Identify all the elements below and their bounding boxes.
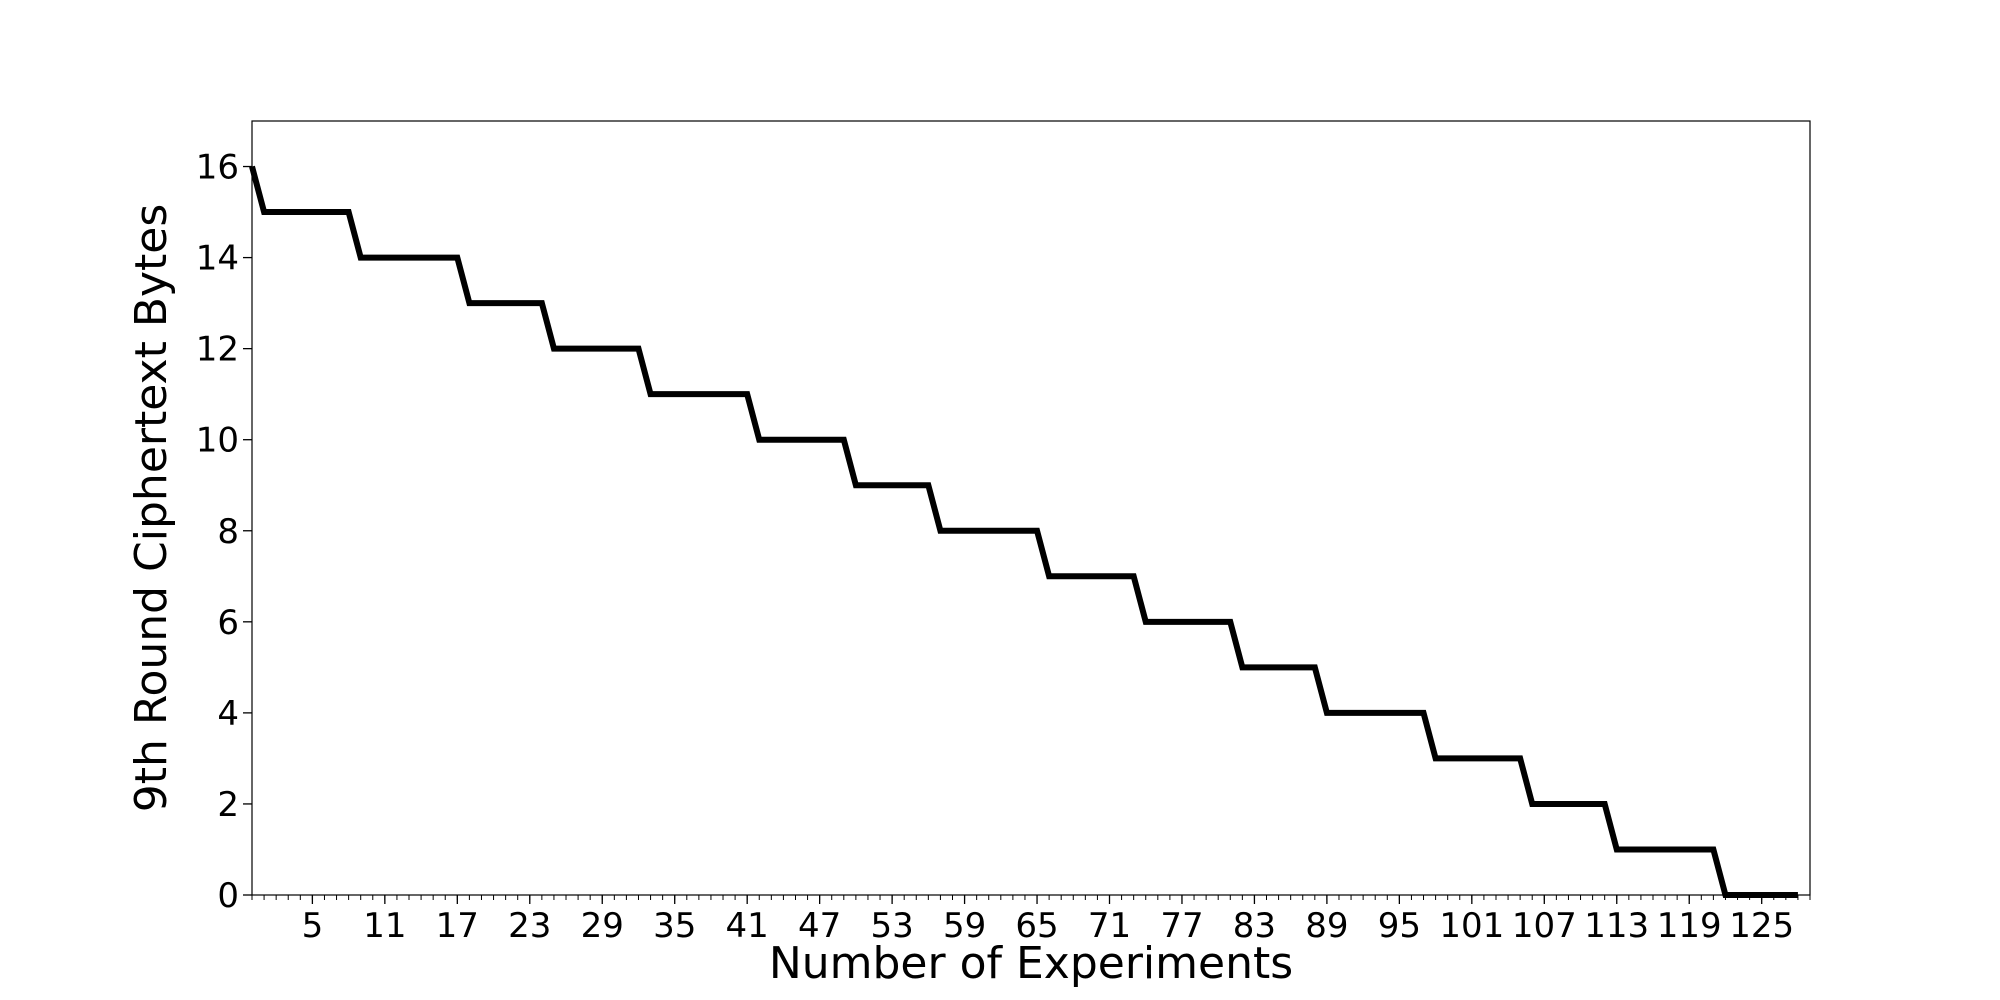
- y-tick-label: 12: [196, 330, 239, 370]
- y-tick-label: 0: [217, 876, 239, 916]
- x-tick-label: 23: [508, 906, 551, 946]
- major-ticks: [243, 165, 1763, 904]
- y-tick-label: 4: [217, 694, 239, 734]
- x-tick-label: 47: [798, 906, 841, 946]
- x-tick-label: 119: [1657, 906, 1722, 946]
- series-line: [249, 165, 1798, 898]
- x-tick-label: 107: [1512, 906, 1577, 946]
- x-tick-label: 113: [1584, 906, 1649, 946]
- x-tick-label: 17: [436, 906, 479, 946]
- x-axis-title: Number of Experiments: [769, 938, 1293, 989]
- x-tick-label: 83: [1233, 906, 1276, 946]
- x-tick-label: 95: [1378, 906, 1421, 946]
- plot-frame: [251, 120, 1811, 896]
- x-tick-label: 125: [1729, 906, 1794, 946]
- x-tick-label: 77: [1160, 906, 1203, 946]
- x-tick-label: 59: [943, 906, 986, 946]
- x-tick-label: 29: [581, 906, 624, 946]
- y-tick-label: 8: [217, 512, 239, 552]
- x-tick-label: 89: [1305, 906, 1348, 946]
- x-tick-label: 71: [1088, 906, 1131, 946]
- x-tick-label: 101: [1439, 906, 1504, 946]
- y-axis-title: 9th Round Ciphertext Bytes: [126, 204, 177, 813]
- y-tick-label: 16: [196, 148, 239, 188]
- x-tick-label: 65: [1015, 906, 1058, 946]
- y-tick-label: 6: [217, 603, 239, 643]
- y-tick-label: 2: [217, 785, 239, 825]
- y-tick-label: 10: [196, 421, 239, 461]
- x-tick-label: 41: [726, 906, 769, 946]
- x-tick-label: 53: [870, 906, 913, 946]
- tick-labels: 5 11 17 23 29 35 41 47 53 59 65 71 77 83 89 95 101 107 113…: [196, 148, 1794, 946]
- x-tick-label: 11: [363, 906, 406, 946]
- y-tick-label: 14: [196, 239, 239, 279]
- x-tick-label: 5: [302, 906, 324, 946]
- x-tick-label: 35: [653, 906, 696, 946]
